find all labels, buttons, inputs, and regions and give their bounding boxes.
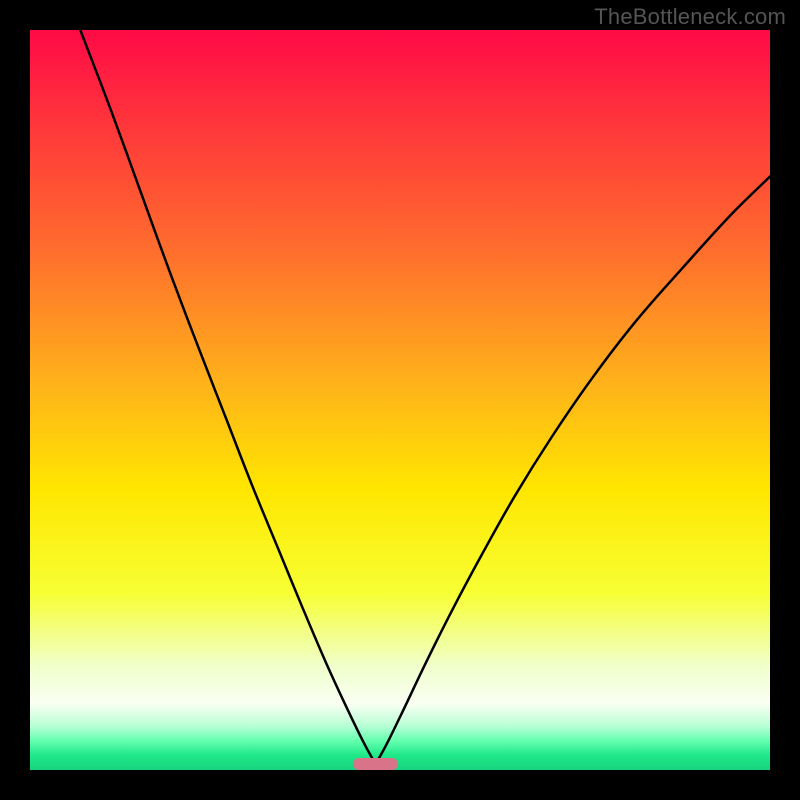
watermark-text: TheBottleneck.com [594,4,786,30]
apex-marker [353,758,397,771]
plot-area [30,30,770,770]
curve-left-branch [80,30,375,764]
bottleneck-curve [30,30,770,770]
curve-right-branch [376,177,770,765]
